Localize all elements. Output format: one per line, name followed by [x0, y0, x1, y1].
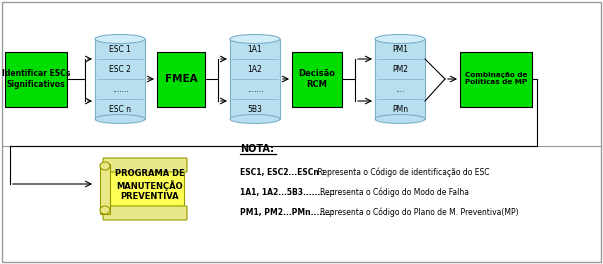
- Text: PROGRAMA DE
MANUTENÇÃO
PREVENTIVA: PROGRAMA DE MANUTENÇÃO PREVENTIVA: [115, 169, 185, 201]
- Text: Combinação de
Políticas de MP: Combinação de Políticas de MP: [465, 73, 527, 86]
- Text: ESC 1: ESC 1: [109, 45, 131, 54]
- FancyBboxPatch shape: [103, 158, 187, 172]
- Text: PMn: PMn: [392, 106, 408, 115]
- Text: PM1, PM2...PMn.......:: PM1, PM2...PMn.......:: [240, 208, 336, 216]
- Bar: [375, 39, 425, 119]
- Text: ESC1, ESC2...ESCn :: ESC1, ESC2...ESCn :: [240, 167, 324, 177]
- Text: 1A1: 1A1: [248, 45, 262, 54]
- Text: PM2: PM2: [392, 65, 408, 74]
- Bar: [100, 164, 110, 214]
- Bar: [157, 51, 205, 106]
- Text: FMEA: FMEA: [165, 74, 197, 84]
- Bar: [460, 51, 532, 106]
- Text: PM1: PM1: [392, 45, 408, 54]
- Ellipse shape: [95, 115, 145, 124]
- Text: ESC n: ESC n: [109, 106, 131, 115]
- Text: Decisão
RCM: Decisão RCM: [298, 69, 335, 89]
- Bar: [95, 39, 145, 119]
- Text: ....: ....: [395, 86, 405, 95]
- Text: Representa o Código do Modo de Falha: Representa o Código do Modo de Falha: [320, 187, 469, 197]
- Text: 1A2: 1A2: [248, 65, 262, 74]
- Text: 1A1, 1A2...5B3..........:: 1A1, 1A2...5B3..........:: [240, 187, 338, 196]
- Bar: [230, 39, 280, 119]
- Text: 5B3: 5B3: [248, 106, 262, 115]
- Ellipse shape: [230, 115, 280, 124]
- Ellipse shape: [375, 115, 425, 124]
- Text: .......: .......: [112, 86, 128, 95]
- Text: Identificar ESCs
Significativos: Identificar ESCs Significativos: [2, 69, 70, 89]
- Ellipse shape: [100, 162, 110, 170]
- Ellipse shape: [375, 35, 425, 44]
- Text: .......: .......: [247, 86, 264, 95]
- Bar: [106, 164, 184, 214]
- Text: Representa o Código do Plano de M. Preventiva(MP): Representa o Código do Plano de M. Preve…: [320, 207, 519, 217]
- Ellipse shape: [230, 35, 280, 44]
- Bar: [5, 51, 67, 106]
- Text: ESC 2: ESC 2: [109, 65, 131, 74]
- FancyBboxPatch shape: [103, 206, 187, 220]
- Text: NOTA:: NOTA:: [240, 144, 274, 154]
- Bar: [292, 51, 342, 106]
- Text: Representa o Código de identificação do ESC: Representa o Código de identificação do …: [315, 167, 490, 177]
- Ellipse shape: [100, 206, 110, 214]
- Ellipse shape: [95, 35, 145, 44]
